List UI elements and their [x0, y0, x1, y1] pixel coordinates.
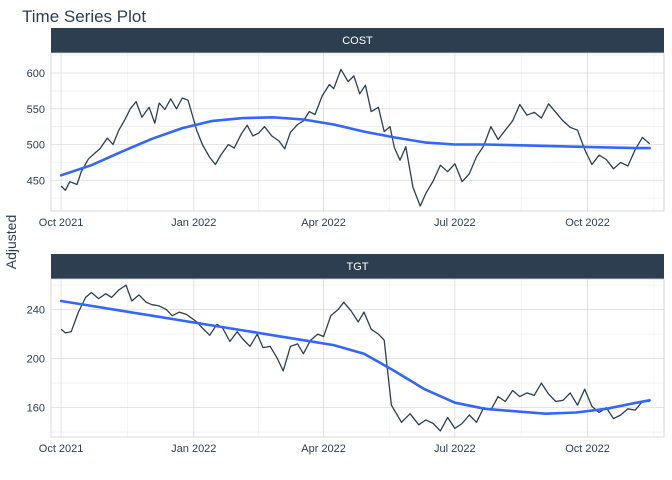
facet-strip	[51, 254, 664, 279]
x-tick-label: Jan 2022	[171, 217, 216, 229]
x-tick-label: Oct 2021	[39, 217, 84, 229]
x-tick-label: Oct 2022	[565, 443, 610, 455]
x-tick-label: Oct 2021	[39, 443, 84, 455]
facet-tgt: TGT 160 200 240 Oct 2021 Jan 2022 Apr 2022 Jul …	[27, 254, 665, 455]
y-tick-label: 240	[27, 305, 45, 317]
y-tick-label: 500	[27, 140, 45, 152]
y-tick-label: 600	[27, 68, 45, 80]
panel-border	[50, 52, 665, 212]
facet-strip-label: COST	[342, 35, 373, 47]
y-tick-label: 550	[27, 104, 45, 116]
facet-cost: COST 450 500 550 600 Oct 2021 Jan 2022 Apr 2022…	[27, 28, 665, 229]
facet-strip	[51, 28, 664, 53]
x-tick-label: Jul 2022	[434, 443, 476, 455]
smooth-trend-line	[59, 299, 651, 416]
x-tick-label: Jan 2022	[171, 443, 216, 455]
y-axis-label: Adjusted	[3, 215, 19, 269]
panel-border	[50, 278, 665, 438]
x-tick-label: Oct 2022	[565, 217, 610, 229]
x-tick-label: Jul 2022	[434, 217, 476, 229]
x-tick-label: Apr 2022	[301, 217, 346, 229]
chart-title: Time Series Plot	[22, 7, 146, 26]
facet-panels: COST 450 500 550 600 Oct 2021 Jan 2022 Apr 2022…	[27, 28, 665, 455]
price-line	[60, 68, 651, 207]
smooth-trend-line	[59, 116, 651, 177]
price-line	[60, 284, 650, 432]
y-tick-label: 450	[27, 175, 45, 187]
y-tick-label: 200	[27, 354, 45, 366]
y-tick-label: 160	[27, 403, 45, 415]
x-tick-label: Apr 2022	[301, 443, 346, 455]
facet-strip-label: TGT	[347, 261, 369, 273]
